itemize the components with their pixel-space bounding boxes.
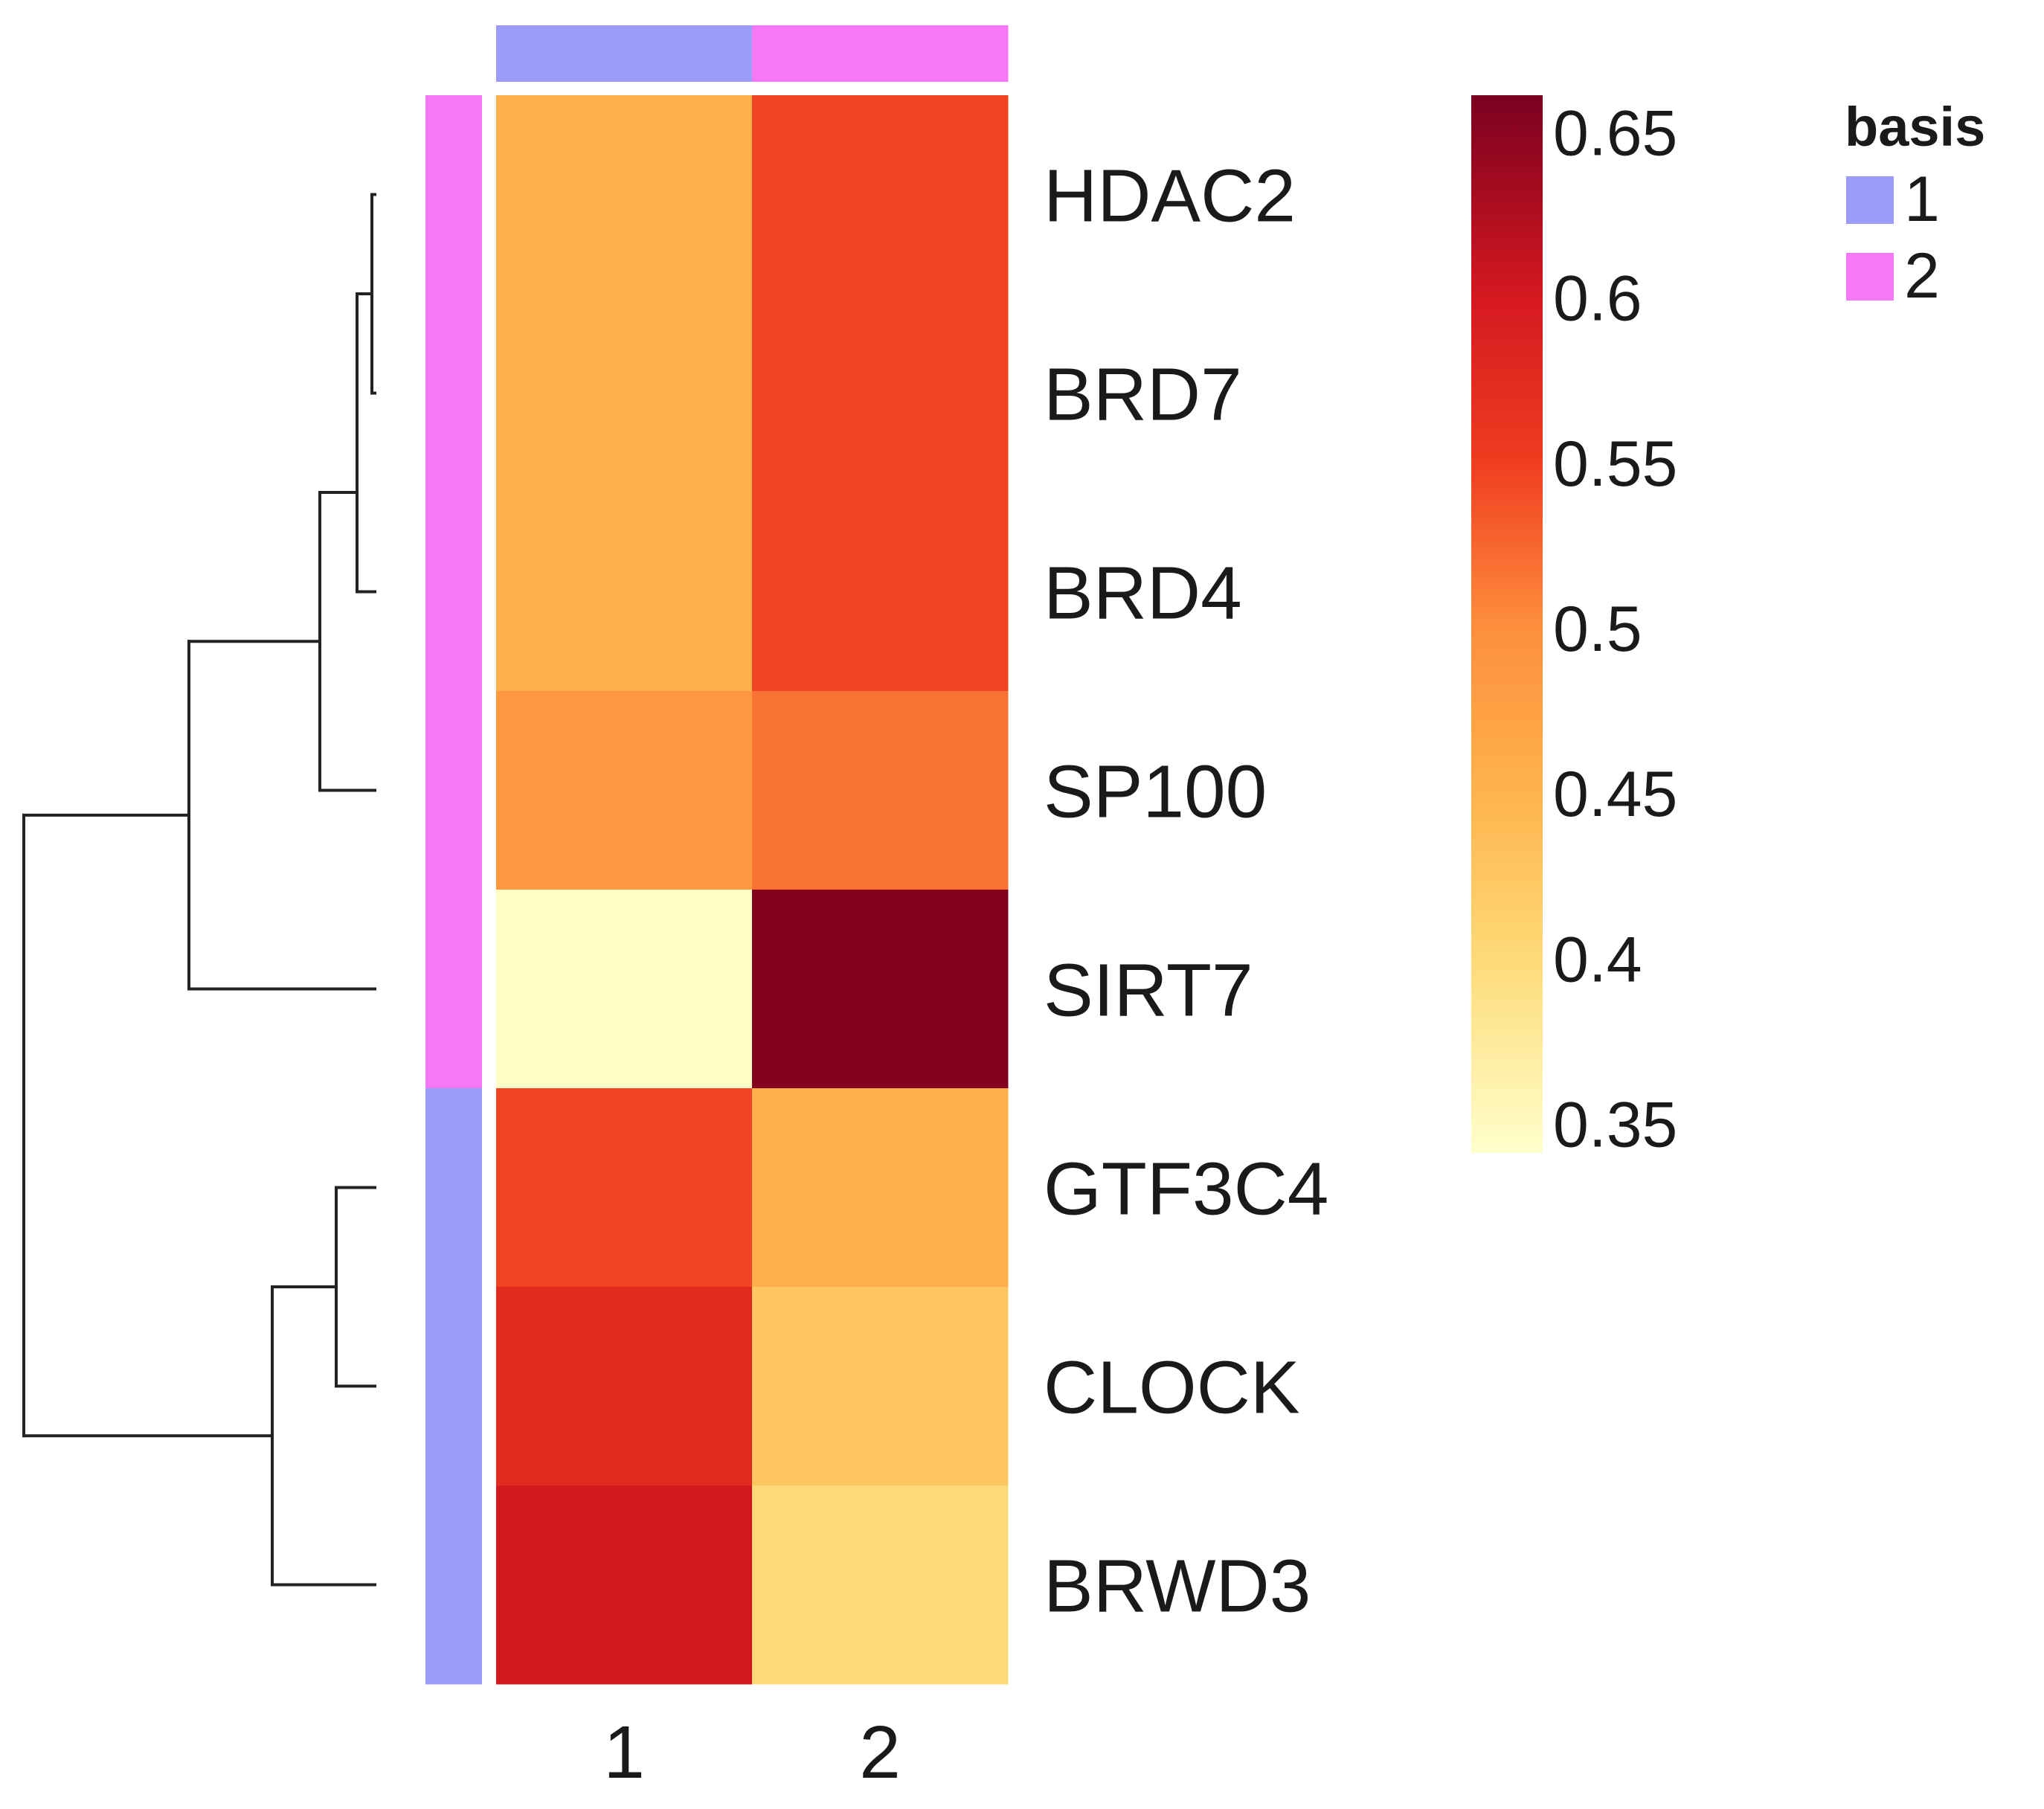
row-annotation-cell-brd4 xyxy=(425,492,482,692)
column-annotation-cell-1 xyxy=(496,25,753,82)
row-label-brd7: BRD7 xyxy=(1044,353,1242,437)
row-label-sp100: SP100 xyxy=(1044,751,1267,834)
color-scale-tick-label: 0.6 xyxy=(1553,263,1642,335)
heatmap-cell-clock-1 xyxy=(496,1287,753,1486)
heatmap-cell-brd7-1 xyxy=(496,294,753,493)
basis-legend-title: basis xyxy=(1845,96,1985,158)
row-annotation-cell-sirt7 xyxy=(425,890,482,1089)
heatmap-cell-sp100-2 xyxy=(752,691,1009,890)
color-scale-tick-label: 0.55 xyxy=(1553,428,1677,500)
row-annotation-cell-hdac2 xyxy=(425,95,482,295)
row-annotation-cell-clock xyxy=(425,1287,482,1486)
basis-legend-label-1: 1 xyxy=(1904,164,1940,235)
row-dendrogram xyxy=(22,193,376,1587)
column-annotation-cell-2 xyxy=(752,25,1009,82)
heatmap-cell-hdac2-1 xyxy=(496,95,753,295)
color-scale-tick-label: 0.45 xyxy=(1553,759,1677,830)
row-label-gtf3c4: GTF3C4 xyxy=(1044,1148,1328,1231)
row-label-brwd3: BRWD3 xyxy=(1044,1545,1311,1628)
heatmap-cell-brd4-2 xyxy=(752,492,1009,692)
heatmap-cell-sirt7-1 xyxy=(496,890,753,1089)
row-annotation-cell-brd7 xyxy=(425,294,482,493)
basis-legend-swatch-1 xyxy=(1846,176,1894,224)
heatmap-cell-clock-2 xyxy=(752,1287,1009,1486)
column-label-2: 2 xyxy=(859,1711,901,1794)
heatmap-cell-gtf3c4-1 xyxy=(496,1088,753,1288)
row-label-sirt7: SIRT7 xyxy=(1044,949,1253,1032)
heatmap-cell-gtf3c4-2 xyxy=(752,1088,1009,1288)
color-scale-legend: 0.65 0.6 0.55 0.5 0.45 0.4 0.35 xyxy=(1471,95,1677,1161)
column-annotation-bar xyxy=(496,25,1009,82)
heatmap-cells xyxy=(496,95,1009,1685)
heatmap-cell-brd4-1 xyxy=(496,492,753,692)
heatmap-cell-hdac2-2 xyxy=(752,95,1009,295)
heatmap-cell-brd7-2 xyxy=(752,294,1009,493)
row-label-hdac2: HDAC2 xyxy=(1044,155,1296,238)
row-annotation-cell-brwd3 xyxy=(425,1485,482,1685)
heatmap-cell-sirt7-2 xyxy=(752,890,1009,1089)
basis-legend-swatch-2 xyxy=(1846,253,1894,301)
row-label-clock: CLOCK xyxy=(1044,1346,1300,1430)
row-label-brd4: BRD4 xyxy=(1044,552,1242,635)
color-scale-tick-label: 0.5 xyxy=(1553,594,1642,665)
heatmap-cell-brwd3-1 xyxy=(496,1485,753,1685)
color-scale-bar xyxy=(1471,95,1543,1153)
color-scale-tick-label: 0.65 xyxy=(1553,97,1677,169)
row-annotation-cell-sp100 xyxy=(425,691,482,890)
column-label-1: 1 xyxy=(603,1711,645,1794)
basis-legend: basis 12 xyxy=(1845,96,1985,312)
row-labels: HDAC2 BRD7 BRD4 SP100 SIRT7 GTF3C4 CLOCK BRWD3 xyxy=(1044,155,1328,1628)
color-scale-tick-label: 0.4 xyxy=(1553,924,1642,995)
row-annotation-cell-gtf3c4 xyxy=(425,1088,482,1288)
heatmap-cell-brwd3-2 xyxy=(752,1485,1009,1685)
color-scale-tick-label: 0.35 xyxy=(1553,1090,1677,1161)
basis-legend-label-2: 2 xyxy=(1904,240,1940,312)
heatmap-cell-sp100-1 xyxy=(496,691,753,890)
row-annotation-bar xyxy=(425,95,482,1685)
